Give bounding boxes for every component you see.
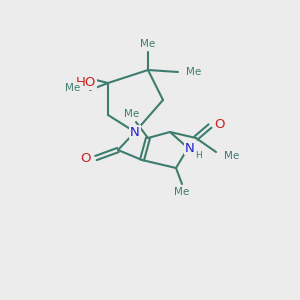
Text: Me: Me [140,39,156,49]
Text: Me: Me [124,109,140,119]
Text: Me: Me [224,151,239,161]
Text: O: O [80,152,91,164]
Text: N: N [130,125,140,139]
Text: Me: Me [65,83,80,93]
Text: HO: HO [76,76,96,89]
Text: Me: Me [186,67,201,77]
Text: N: N [185,142,195,154]
Text: Me: Me [174,187,190,197]
Text: H: H [195,152,201,160]
Text: O: O [214,118,224,130]
